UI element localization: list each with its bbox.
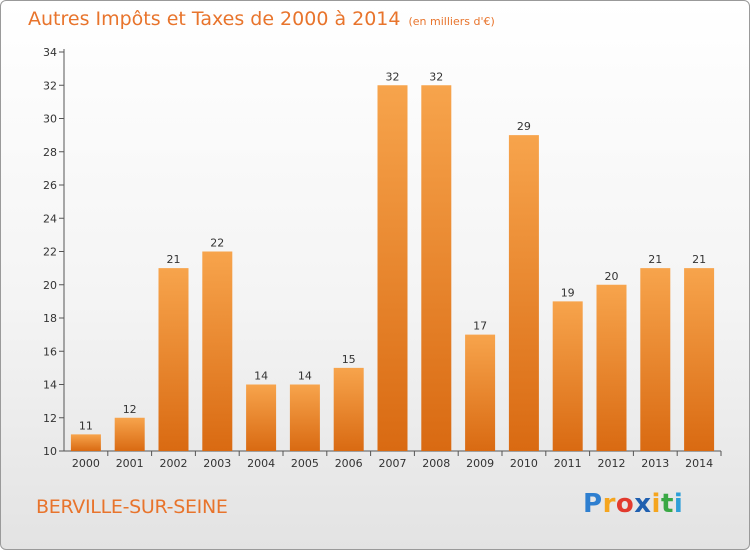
bar-2003	[202, 251, 233, 451]
bar-2002	[158, 268, 189, 451]
y-tick-label: 18	[43, 312, 57, 325]
data-label-2005: 14	[298, 370, 312, 383]
bar-2011	[552, 301, 583, 451]
y-tick-label: 34	[43, 46, 57, 59]
y-tick-label: 14	[43, 379, 57, 392]
y-tick-label: 10	[43, 445, 57, 458]
y-tick-label: 26	[43, 179, 57, 192]
data-label-2013: 21	[648, 253, 662, 266]
bar-2009	[465, 334, 496, 451]
y-tick-label: 24	[43, 212, 57, 225]
logo-letter: r	[602, 489, 616, 519]
x-tick-label-2006: 2006	[335, 457, 363, 470]
data-label-2012: 20	[605, 270, 619, 283]
data-label-2008: 32	[429, 70, 443, 83]
bar-2005	[289, 384, 320, 451]
x-tick-label-2010: 2010	[510, 457, 538, 470]
x-tick-label-2001: 2001	[116, 457, 144, 470]
bar-2012	[596, 284, 627, 451]
logo-letter: o	[615, 489, 635, 519]
x-tick-label-2014: 2014	[685, 457, 713, 470]
y-tick-label: 28	[43, 146, 57, 159]
y-tick-label: 22	[43, 246, 57, 259]
data-label-2006: 15	[342, 353, 356, 366]
x-tick-label-2000: 2000	[72, 457, 100, 470]
y-tick-label: 20	[43, 279, 57, 292]
chart-subtitle: (en milliers d'€)	[408, 15, 495, 28]
y-tick-label: 16	[43, 345, 57, 358]
bar-2006	[333, 367, 364, 451]
data-label-2004: 14	[254, 370, 268, 383]
y-axis: 10 12 14 16 18 20 22 24 26 28 30 32 34	[43, 46, 65, 458]
chart-title-row: Autres Impôts et Taxes de 2000 à 2014 (en…	[28, 8, 495, 30]
bar-2013	[640, 268, 671, 451]
bar-2010	[508, 135, 539, 451]
bar-2004	[246, 384, 277, 451]
y-tick-label: 12	[43, 412, 57, 425]
bar-2000	[70, 434, 101, 451]
data-label-2007: 32	[386, 70, 400, 83]
bar-series: 11 12 21 22 14 14 15 32 32 17 29 19 20 21 21	[70, 70, 715, 451]
data-label-2010: 29	[517, 120, 531, 133]
chart-title: Autres Impôts et Taxes de 2000 à 2014	[28, 8, 401, 30]
data-label-2009: 17	[473, 320, 487, 333]
data-label-2001: 12	[123, 403, 137, 416]
logo-letter: t	[660, 489, 674, 519]
x-tick-label-2009: 2009	[466, 457, 494, 470]
proxiti-logo: Proxiti	[583, 489, 683, 519]
data-label-2014: 21	[692, 253, 706, 266]
data-label-2011: 19	[561, 286, 575, 299]
x-tick-label-2011: 2011	[554, 457, 582, 470]
y-tick-label: 32	[43, 79, 57, 92]
x-tick-label-2004: 2004	[247, 457, 275, 470]
logo-letter: i	[673, 489, 684, 519]
x-tick-label-2007: 2007	[379, 457, 407, 470]
data-label-2003: 22	[210, 237, 224, 250]
data-label-2000: 11	[79, 419, 93, 432]
x-axis: 2000 2001 2002 2003 2004 2005 2006 2007 2008 2009…	[64, 450, 722, 470]
bar-2014	[684, 268, 715, 451]
logo-letter: x	[634, 489, 652, 519]
x-tick-label-2005: 2005	[291, 457, 319, 470]
x-tick-label-2008: 2008	[422, 457, 450, 470]
x-tick-label-2002: 2002	[160, 457, 188, 470]
x-tick-label-2012: 2012	[598, 457, 626, 470]
bar-2008	[421, 85, 452, 451]
data-label-2002: 21	[167, 253, 181, 266]
logo-letter: P	[583, 489, 603, 519]
y-tick-label: 30	[43, 113, 57, 126]
logo-letter: i	[651, 489, 661, 519]
bar-2001	[114, 417, 145, 451]
location-name: BERVILLE-SUR-SEINE	[36, 496, 228, 518]
bar-2007	[377, 85, 408, 451]
x-tick-label-2003: 2003	[203, 457, 231, 470]
x-tick-label-2013: 2013	[641, 457, 669, 470]
